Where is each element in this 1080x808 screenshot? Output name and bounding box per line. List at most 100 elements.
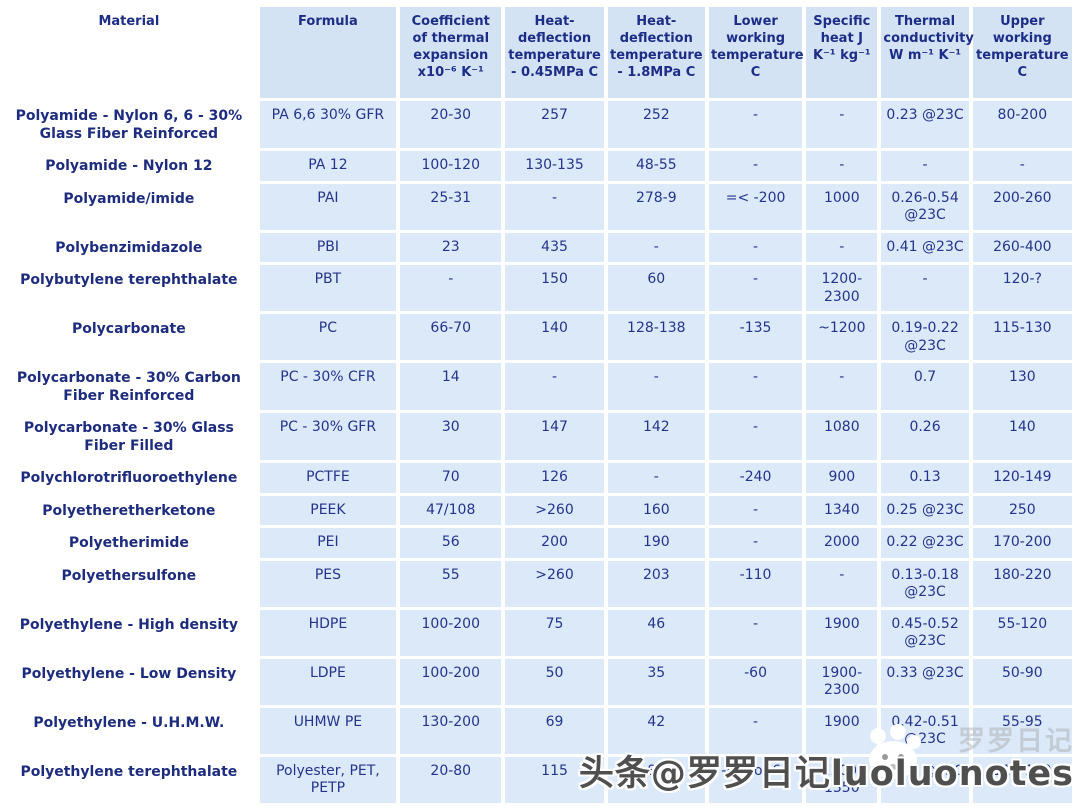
column-header-lower-working: Lower working temperature C — [708, 7, 804, 98]
table-row: Polybenzimidazole PBI 23 435- - -0.41 @23C 260… — [2, 232, 1072, 262]
value-cell-coeff-expansion: 25-31 — [400, 183, 502, 230]
value-cell-coeff-expansion: 23 — [400, 232, 502, 262]
value-cell-hdt-18mpa: 190 — [607, 528, 705, 558]
table-row: Polyetherimide PEI 56 200 190-2000 0.22 @23C 1… — [2, 528, 1072, 558]
value-cell-lower-working: -110 — [708, 560, 803, 607]
value-cell-coeff-expansion: 66-70 — [400, 314, 502, 360]
value-cell-thermal-cond: 0.42-0.51 @23C — [881, 707, 969, 754]
material-cell: Polycarbonate - 30% Glass Fiber Filled — [23, 420, 234, 454]
value-cell-formula: PA 12 — [259, 151, 397, 181]
value-cell-coeff-expansion: 14 — [400, 363, 502, 410]
column-header-material: Material — [98, 14, 160, 29]
material-cell: Polyethylene - High density — [19, 616, 238, 633]
table-row: Polycarbonate - 30% Carbon Fiber Reinfor… — [2, 363, 1072, 410]
column-header-specific-heat: Specific heat J K⁻¹ kg⁻¹ — [806, 7, 878, 98]
value-cell-coeff-expansion: 100-200 — [400, 658, 502, 705]
column-header-upper-working: Upper working temperature C — [972, 7, 1072, 98]
value-cell-specific-heat: - — [806, 151, 878, 181]
value-cell-thermal-cond: - — [881, 265, 969, 311]
value-cell-specific-heat: 1900 — [806, 707, 878, 754]
value-cell-hdt-045mpa: 115 — [505, 756, 604, 803]
value-cell-hdt-045mpa: - — [505, 363, 604, 410]
value-cell-lower-working: - — [708, 609, 803, 656]
material-cell: Polybutylene terephthalate — [20, 272, 238, 288]
value-cell-hdt-18mpa: - — [607, 232, 705, 262]
value-cell-upper-working: 140 — [972, 413, 1072, 460]
value-cell-lower-working: - — [708, 151, 803, 181]
value-cell-upper-working: 115-170 — [972, 756, 1072, 803]
table-row: Polyetheretherketone PEEK 47/108 >260 160-13… — [2, 495, 1072, 525]
value-cell-specific-heat: ~1200 — [806, 314, 878, 360]
value-cell-lower-working: - — [708, 413, 803, 460]
value-cell-hdt-18mpa: 46 — [607, 609, 705, 656]
value-cell-hdt-045mpa: 140 — [505, 314, 604, 360]
value-cell-coeff-expansion: 100-200 — [400, 609, 502, 656]
material-cell: Polyethylene terephthalate — [20, 763, 238, 780]
value-cell-thermal-cond: 0.19-0.22 @23C — [881, 314, 969, 360]
value-cell-lower-working: - — [708, 528, 803, 558]
value-cell-hdt-045mpa: - — [505, 183, 604, 230]
material-cell: Polyethylene - Low Density — [21, 665, 237, 682]
value-cell-hdt-045mpa: >260 — [505, 495, 604, 525]
value-cell-hdt-18mpa: - — [607, 363, 705, 410]
value-cell-coeff-expansion: - — [400, 265, 502, 311]
value-cell-thermal-cond: 0.25 @23C — [881, 495, 969, 525]
value-cell-hdt-045mpa: 435 — [505, 232, 604, 262]
material-cell: Polychlorotrifluoroethylene — [20, 470, 238, 486]
value-cell-thermal-cond: 0.23 @23C — [881, 101, 969, 148]
value-cell-lower-working: -40 to -60 — [708, 756, 803, 803]
value-cell-specific-heat: 2000 — [806, 528, 878, 558]
value-cell-formula: PA 6,6 30% GFR — [259, 101, 397, 148]
value-cell-coeff-expansion: 30 — [400, 413, 502, 460]
value-cell-formula: PEI — [259, 528, 397, 558]
value-cell-lower-working: - — [708, 232, 803, 262]
value-cell-upper-working: 55-120 — [972, 609, 1072, 656]
column-header-hdt-18mpa: Heat-deflection temperature - 1.8MPa C — [607, 7, 705, 98]
value-cell-coeff-expansion: 56 — [400, 528, 502, 558]
material-cell: Polybenzimidazole — [55, 239, 203, 256]
value-cell-upper-working: 50-90 — [972, 658, 1072, 705]
column-header-hdt-045mpa: Heat-deflection temperature - 0.45MPa C — [505, 7, 604, 98]
value-cell-upper-working: 250 — [972, 495, 1072, 525]
value-cell-upper-working: 130 — [972, 363, 1072, 410]
value-cell-formula: PCTFE — [259, 463, 397, 493]
table-header: Material Formula Coefficient of thermal ex… — [2, 7, 1072, 98]
value-cell-hdt-18mpa: 128-138 — [607, 314, 705, 360]
value-cell-hdt-18mpa: 48-55 — [607, 151, 705, 181]
value-cell-thermal-cond: 0.24 @23C — [881, 756, 969, 803]
value-cell-hdt-045mpa: 130-135 — [505, 151, 604, 181]
table-row: Polycarbonate - 30% Glass Fiber Filled PC… — [2, 413, 1072, 460]
table-row: Polyethylene terephthalate Polyester, PET… — [2, 756, 1072, 803]
value-cell-hdt-18mpa: 278-9 — [607, 183, 705, 230]
value-cell-hdt-045mpa: 75 — [505, 609, 604, 656]
value-cell-lower-working: -135 — [708, 314, 803, 360]
value-cell-specific-heat: 1200-2300 — [806, 265, 878, 311]
material-cell: Polyethylene - U.H.M.W. — [33, 714, 225, 731]
value-cell-hdt-18mpa: 42 — [607, 707, 705, 754]
value-cell-specific-heat: - — [806, 363, 878, 410]
table-row: Polyethersulfone PES 55 >260 203 -110-0.13-0.… — [2, 560, 1072, 607]
value-cell-coeff-expansion: 47/108 — [400, 495, 502, 525]
value-cell-upper-working: 120-? — [972, 265, 1072, 311]
value-cell-thermal-cond: 0.41 @23C — [881, 232, 969, 262]
value-cell-coeff-expansion: 70 — [400, 463, 502, 493]
value-cell-formula: PC - 30% CFR — [259, 363, 397, 410]
value-cell-formula: PAI — [259, 183, 397, 230]
column-header-thermal-cond: Thermal conductivity W m⁻¹ K⁻¹ — [881, 7, 974, 98]
value-cell-upper-working: 180-220 — [972, 560, 1072, 607]
value-cell-hdt-045mpa: 147 — [505, 413, 604, 460]
value-cell-hdt-18mpa: 35 — [607, 658, 705, 705]
table-row: Polybutylene terephthalate PBT -150 60-1200… — [2, 265, 1072, 311]
value-cell-upper-working: 115-130 — [972, 314, 1072, 360]
table-row: Polyamide - Nylon 6, 6 - 30% Glass Fiber… — [2, 101, 1072, 148]
column-header-coeff-expansion: Coefficient of thermal expansion x10⁻⁶ K… — [400, 7, 502, 98]
value-cell-upper-working: 120-149 — [972, 463, 1072, 493]
value-cell-hdt-045mpa: 126 — [505, 463, 604, 493]
value-cell-formula: PC - 30% GFR — [259, 413, 397, 460]
value-cell-upper-working: 260-400 — [972, 232, 1072, 262]
value-cell-specific-heat: 1200-1350 — [806, 756, 878, 803]
properties-table: Material Formula Coefficient of thermal ex… — [0, 4, 1076, 806]
material-cell: Polyamide/imide — [63, 190, 195, 207]
value-cell-lower-working: - — [708, 495, 803, 525]
